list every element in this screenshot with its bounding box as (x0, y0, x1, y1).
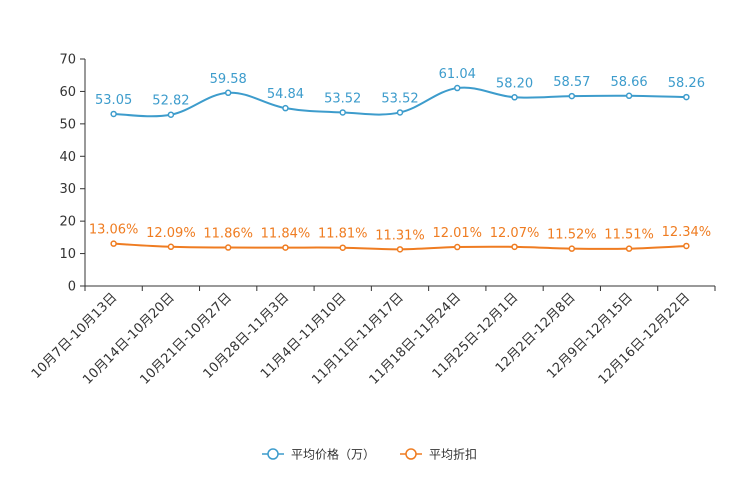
legend-label: 平均价格（万） (291, 447, 375, 462)
data-point (282, 104, 289, 112)
data-label: 13.06% (89, 223, 139, 238)
data-label: 53.05 (95, 93, 132, 108)
data-point (454, 243, 461, 251)
y-tick-label: 70 (59, 53, 76, 68)
data-label: 58.57 (553, 75, 590, 90)
y-tick-label: 50 (59, 117, 76, 132)
data-label: 58.66 (610, 75, 647, 90)
data-label: 12.34% (662, 225, 712, 240)
data-label: 12.07% (490, 226, 540, 241)
data-label: 11.86% (203, 227, 253, 242)
data-label: 11.84% (261, 227, 311, 242)
data-point (224, 244, 232, 251)
data-label: 61.04 (439, 67, 476, 82)
data-point (454, 84, 461, 92)
data-point (568, 92, 576, 100)
y-tick-label: 20 (59, 215, 76, 230)
legend-label: 平均折扣 (429, 447, 477, 462)
data-label: 53.52 (324, 91, 361, 106)
data-label: 11.52% (547, 228, 597, 243)
data-point (625, 245, 633, 252)
data-label: 59.58 (210, 72, 247, 87)
data-label: 54.84 (267, 87, 304, 102)
data-point (683, 242, 690, 250)
data-point (625, 92, 633, 100)
data-label: 58.26 (668, 76, 705, 91)
data-label: 52.82 (152, 94, 189, 109)
data-label: 11.51% (604, 228, 654, 243)
data-point (511, 243, 518, 251)
y-tick-label: 30 (59, 182, 76, 197)
data-point (511, 94, 518, 101)
data-point (339, 244, 346, 251)
data-point (224, 89, 232, 97)
y-tick-label: 40 (59, 150, 76, 165)
legend-swatch-marker (405, 448, 417, 460)
y-tick-label: 0 (68, 280, 76, 295)
data-point (167, 111, 175, 118)
data-label: 58.20 (496, 76, 533, 91)
data-point (110, 110, 117, 118)
y-tick-label: 60 (59, 85, 76, 100)
data-label: 11.31% (375, 228, 425, 243)
data-point (110, 240, 117, 247)
data-point (683, 93, 690, 101)
data-point (167, 243, 175, 251)
data-point (339, 109, 346, 116)
data-point (282, 244, 289, 251)
data-point (568, 245, 576, 252)
data-label: 11.81% (318, 227, 368, 242)
data-point (396, 109, 404, 116)
y-tick-label: 10 (59, 247, 76, 262)
data-label: 53.52 (381, 91, 418, 106)
data-label: 12.09% (146, 226, 196, 241)
legend-swatch-marker (267, 448, 279, 460)
data-point (396, 246, 404, 253)
data-label: 12.01% (432, 226, 482, 241)
